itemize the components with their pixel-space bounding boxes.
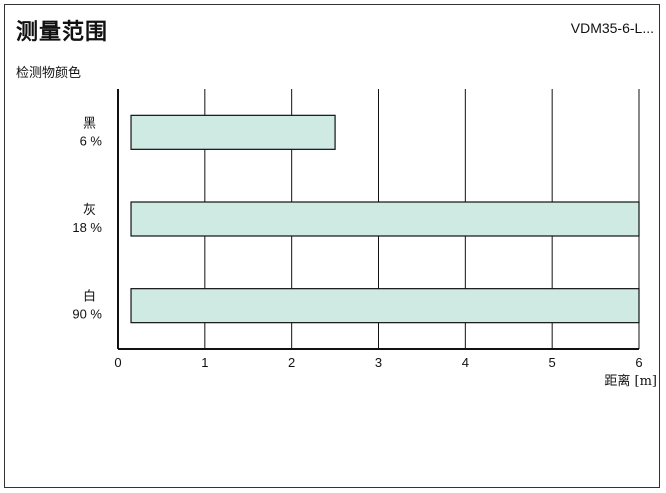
bar-3: [130, 288, 640, 324]
detection-object-color-label: 检测物颜色: [16, 66, 82, 81]
category-label: 白: [83, 289, 96, 305]
x-tick-label: 4: [462, 355, 469, 370]
model-number: VDM35-6-L...: [570, 20, 654, 36]
chart-title: 测量范围: [16, 19, 109, 45]
category-label: 黑: [83, 116, 96, 131]
category-percent-label: 18 %: [72, 220, 102, 235]
label-layer: 0 1 2 3 4 5 6 黑 6 % 灰 18 % 白 90 % 距离 [m]: [72, 116, 657, 389]
x-axis-label: 距离 [m]: [604, 373, 657, 389]
category-percent-label: 90 %: [72, 307, 102, 322]
bar-1: [130, 114, 336, 150]
chart-frame: [4, 4, 660, 488]
x-tick-label: 1: [201, 355, 208, 370]
category-percent-label: 6 %: [80, 133, 103, 148]
category-label: 灰: [83, 203, 96, 218]
x-tick-label: 2: [288, 355, 295, 370]
bar-layer: [130, 114, 640, 324]
x-tick-label: 0: [114, 355, 121, 370]
x-tick-label: 6: [635, 355, 642, 370]
x-tick-label: 3: [375, 355, 382, 370]
bar-2: [130, 201, 640, 237]
x-tick-label: 5: [549, 355, 556, 370]
